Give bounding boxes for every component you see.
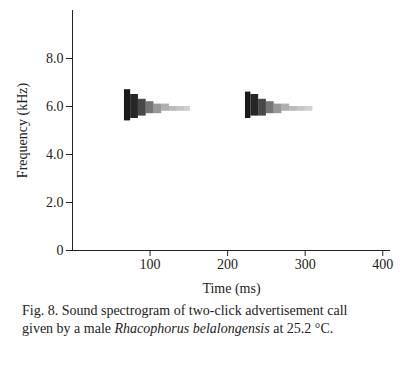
svg-text:2.0: 2.0 <box>46 195 64 210</box>
svg-text:100: 100 <box>140 257 161 272</box>
svg-text:8.0: 8.0 <box>46 51 64 66</box>
html-text:Fig. 8. Sound spectrogram of t: Fig. 8. Sound spectrogram of two-click a… <box>22 303 348 337</box>
svg-text:6.0: 6.0 <box>46 99 64 114</box>
svg-text:Frequency (kHz): Frequency (kHz) <box>15 83 31 179</box>
svg-text:300: 300 <box>295 257 316 272</box>
svg-text:4.0: 4.0 <box>46 147 64 162</box>
svg-text:Time (ms): Time (ms) <box>202 281 261 297</box>
svg-text:0: 0 <box>57 243 64 258</box>
svg-text:400: 400 <box>372 257 393 272</box>
svg-text:200: 200 <box>217 257 238 272</box>
